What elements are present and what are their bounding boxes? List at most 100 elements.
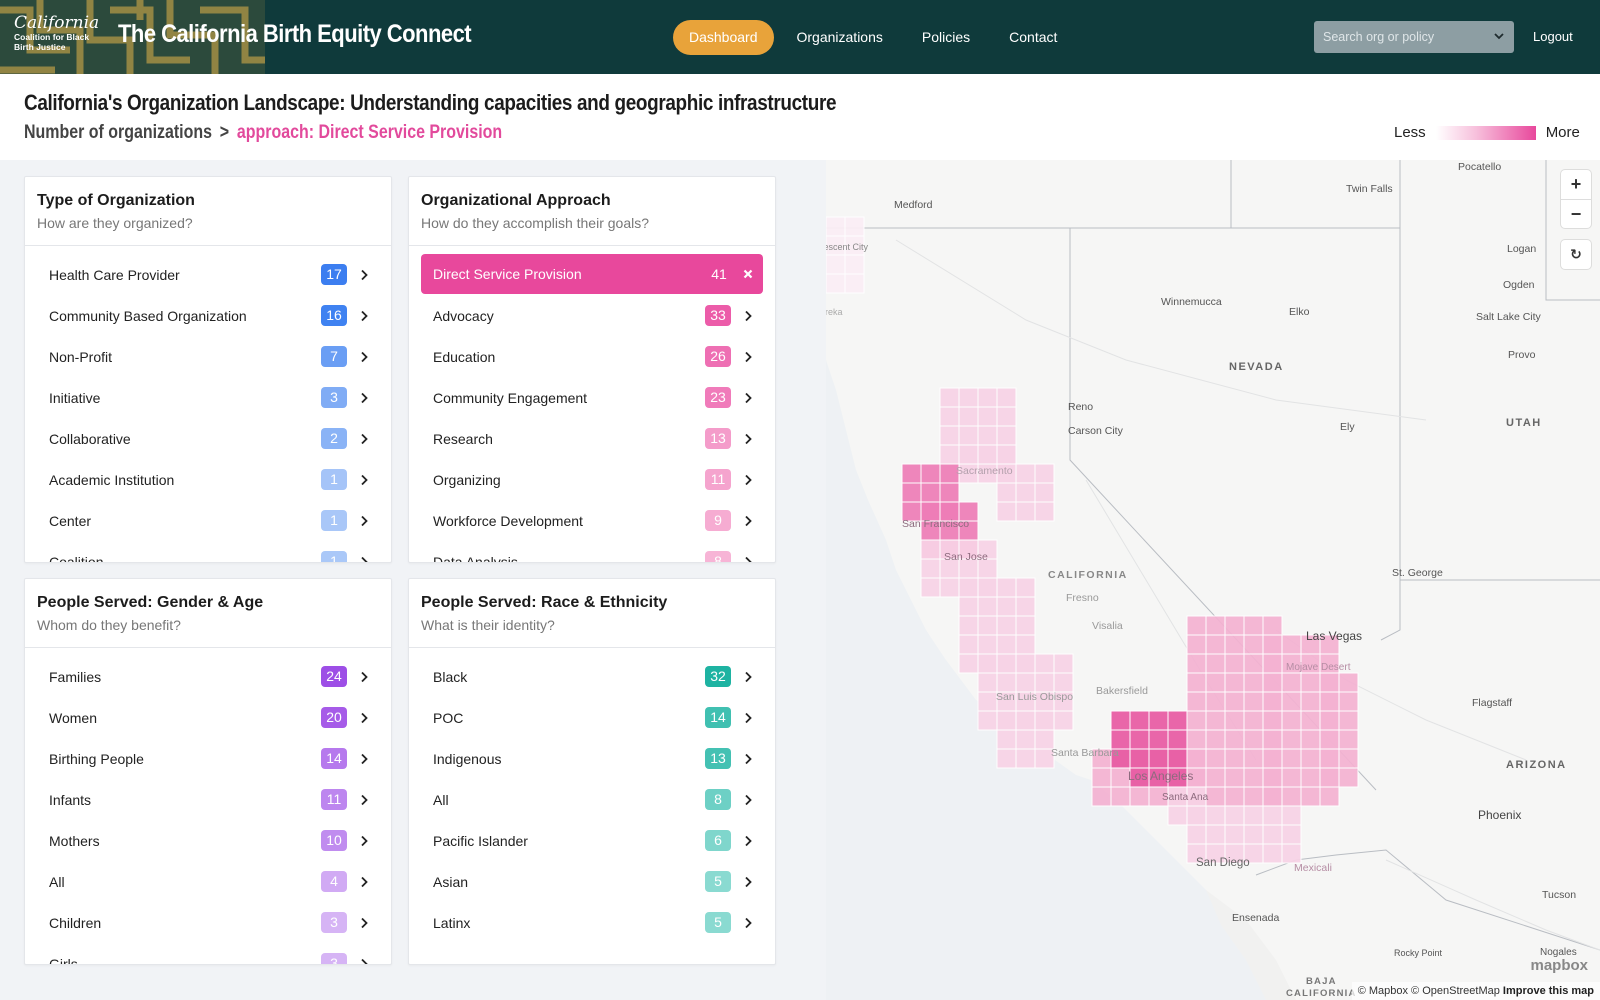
density-tile[interactable] <box>920 577 941 598</box>
density-tile[interactable] <box>1243 786 1264 807</box>
chevron-right-icon[interactable] <box>357 555 371 564</box>
density-tile[interactable] <box>996 444 1017 465</box>
density-tile[interactable] <box>958 653 979 674</box>
density-tile[interactable] <box>1281 710 1302 731</box>
density-tile[interactable] <box>1262 767 1283 788</box>
list-item[interactable]: Community Based Organization 16 <box>37 295 379 336</box>
density-tile[interactable] <box>1224 805 1245 826</box>
list-item[interactable]: Health Care Provider 17 <box>37 254 379 295</box>
chevron-right-icon[interactable] <box>357 875 371 889</box>
chevron-right-icon[interactable] <box>741 670 755 684</box>
density-tile[interactable] <box>1262 653 1283 674</box>
density-tile[interactable] <box>1053 710 1074 731</box>
density-tile[interactable] <box>1034 501 1055 522</box>
list-item[interactable]: Research 13 <box>421 418 763 459</box>
density-tile[interactable] <box>996 596 1017 617</box>
chevron-right-icon[interactable] <box>357 793 371 807</box>
density-tile[interactable] <box>1338 729 1359 750</box>
list-item[interactable]: Girls 3 <box>37 943 379 964</box>
density-tile[interactable] <box>1300 786 1321 807</box>
density-tile[interactable] <box>1110 786 1131 807</box>
density-tile[interactable] <box>1243 805 1264 826</box>
chevron-right-icon[interactable] <box>357 752 371 766</box>
density-tile[interactable] <box>977 444 998 465</box>
density-tile[interactable] <box>977 577 998 598</box>
density-tile[interactable] <box>996 710 1017 731</box>
density-tile[interactable] <box>1186 691 1207 712</box>
density-tile[interactable] <box>1091 786 1112 807</box>
density-tile[interactable] <box>1281 805 1302 826</box>
density-tile[interactable] <box>1015 653 1036 674</box>
list-item[interactable]: Data Analysis 8 <box>421 541 763 564</box>
density-tile[interactable] <box>1148 710 1169 731</box>
density-tile[interactable] <box>1167 748 1188 769</box>
density-tile[interactable] <box>1243 767 1264 788</box>
density-tile[interactable] <box>1015 729 1036 750</box>
density-tile[interactable] <box>1015 748 1036 769</box>
chevron-right-icon[interactable] <box>357 834 371 848</box>
list-item[interactable]: All 4 <box>37 861 379 902</box>
density-tile[interactable] <box>1300 767 1321 788</box>
density-tile[interactable] <box>977 672 998 693</box>
density-tiles[interactable] <box>826 216 1359 864</box>
density-tile[interactable] <box>1300 729 1321 750</box>
density-tile[interactable] <box>1281 786 1302 807</box>
density-tile[interactable] <box>996 406 1017 427</box>
density-tile[interactable] <box>996 672 1017 693</box>
search-select[interactable]: Search org or policy <box>1314 21 1514 53</box>
density-tile[interactable] <box>1205 615 1226 636</box>
zoom-out-button[interactable]: − <box>1561 199 1591 228</box>
density-tile[interactable] <box>1034 672 1055 693</box>
density-tile[interactable] <box>996 501 1017 522</box>
density-tile[interactable] <box>1186 748 1207 769</box>
list-item[interactable]: Organizing 11 <box>421 459 763 500</box>
density-tile[interactable] <box>1243 634 1264 655</box>
density-tile[interactable] <box>1281 691 1302 712</box>
density-tile[interactable] <box>996 615 1017 636</box>
chevron-right-icon[interactable] <box>357 916 371 930</box>
nav-contact[interactable]: Contact <box>1009 29 1058 45</box>
density-tile[interactable] <box>977 691 998 712</box>
density-tile[interactable] <box>901 463 922 484</box>
density-tile[interactable] <box>1319 748 1340 769</box>
density-tile[interactable] <box>958 634 979 655</box>
density-tile[interactable] <box>1262 729 1283 750</box>
density-tile[interactable] <box>1262 786 1283 807</box>
improve-map-link[interactable]: Improve this map <box>1502 985 1594 997</box>
list-item[interactable]: Initiative 3 <box>37 377 379 418</box>
density-tile[interactable] <box>1262 710 1283 731</box>
density-tile[interactable] <box>920 463 941 484</box>
density-tile[interactable] <box>1319 710 1340 731</box>
chevron-right-icon[interactable] <box>741 555 755 564</box>
density-tile[interactable] <box>1205 824 1226 845</box>
density-tile[interactable] <box>958 596 979 617</box>
logo[interactable]: California Coalition for Black Birth Jus… <box>14 14 99 52</box>
density-tile[interactable] <box>996 387 1017 408</box>
density-tile[interactable] <box>1262 805 1283 826</box>
density-tile[interactable] <box>1034 710 1055 731</box>
density-tile[interactable] <box>1300 672 1321 693</box>
density-tile[interactable] <box>1224 729 1245 750</box>
chevron-right-icon[interactable] <box>357 309 371 323</box>
density-tile[interactable] <box>844 273 865 294</box>
list-item[interactable]: Coalition 1 <box>37 541 379 564</box>
density-tile[interactable] <box>1167 710 1188 731</box>
density-tile[interactable] <box>826 216 846 237</box>
density-tile[interactable] <box>977 710 998 731</box>
density-tile[interactable] <box>1300 691 1321 712</box>
density-tile[interactable] <box>1281 843 1302 864</box>
density-tile[interactable] <box>844 254 865 275</box>
list-item[interactable]: All 8 <box>421 779 763 820</box>
density-tile[interactable] <box>996 634 1017 655</box>
close-icon[interactable] <box>742 268 754 280</box>
density-tile[interactable] <box>1243 710 1264 731</box>
density-tile[interactable] <box>1319 767 1340 788</box>
density-tile[interactable] <box>958 425 979 446</box>
density-tile[interactable] <box>1205 786 1226 807</box>
chevron-right-icon[interactable] <box>741 309 755 323</box>
list-item[interactable]: Center 1 <box>37 500 379 541</box>
list-item[interactable]: Asian 5 <box>421 861 763 902</box>
density-tile[interactable] <box>1205 691 1226 712</box>
list-item[interactable]: Pacific Islander 6 <box>421 820 763 861</box>
density-tile[interactable] <box>1262 824 1283 845</box>
